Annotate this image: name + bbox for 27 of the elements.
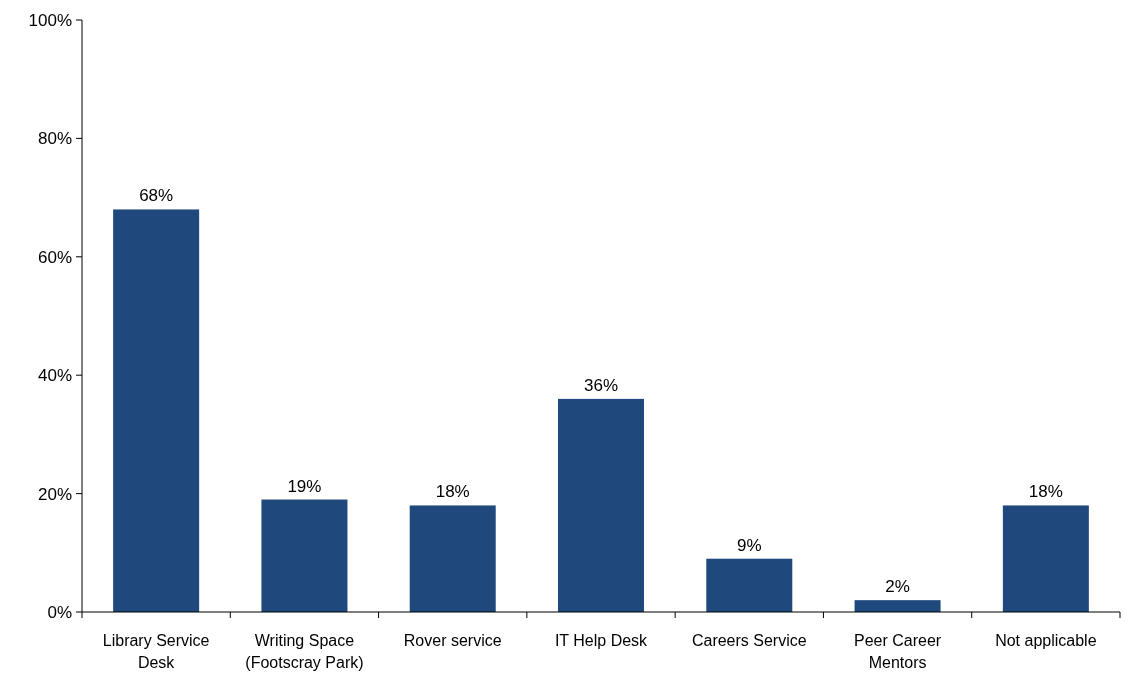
data-label: 68% (139, 186, 174, 206)
data-label: 2% (885, 577, 910, 597)
bar (1002, 505, 1089, 612)
y-tick-label: 80% (37, 129, 72, 149)
data-label: 18% (1028, 482, 1063, 502)
data-label: 36% (583, 375, 619, 395)
bar (854, 600, 941, 612)
y-tick-label: 60% (37, 247, 72, 267)
bar (706, 558, 793, 612)
x-tick-label: Careers Service (691, 632, 807, 649)
x-tick-label: Library Service Desk (102, 632, 210, 671)
data-label: 18% (435, 482, 470, 502)
bar (261, 499, 348, 612)
data-label: 9% (737, 535, 762, 555)
bar (558, 398, 644, 612)
bar (113, 209, 200, 612)
x-tick-label: Rover service (403, 632, 502, 649)
x-tick-label: IT Help Desk (554, 632, 649, 649)
x-tick-label: Peer Career Mentors (853, 632, 942, 671)
bar (409, 505, 496, 612)
y-tick-label: 20% (37, 484, 72, 504)
y-tick-label: 0% (47, 602, 72, 622)
x-tick-label: Writing Space (Footscray Park) (245, 632, 364, 671)
x-tick-label: Not applicable (995, 632, 1097, 649)
data-label: 19% (287, 476, 322, 496)
y-tick-label: 100% (28, 10, 72, 30)
y-tick-label: 40% (37, 366, 72, 386)
